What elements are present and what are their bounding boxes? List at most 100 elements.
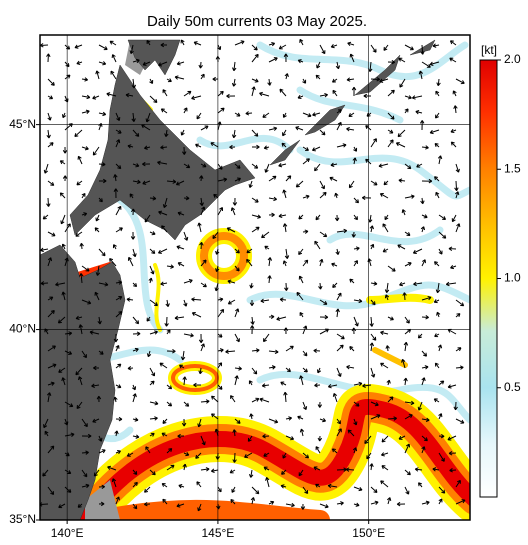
current-arrow <box>433 398 440 403</box>
current-arrow <box>264 163 270 173</box>
current-arrow <box>183 279 193 284</box>
current-arrow <box>370 281 378 286</box>
current-arrow <box>193 41 202 46</box>
current-arrow <box>455 313 461 318</box>
current-arrow <box>251 226 260 233</box>
current-arrow <box>149 78 154 84</box>
current-arrow <box>429 129 440 135</box>
current-arrow <box>64 223 71 233</box>
current-arrow <box>115 363 122 369</box>
current-arrow <box>200 259 207 267</box>
current-arrow <box>98 484 106 490</box>
current-arrow <box>47 142 54 148</box>
current-arrow <box>59 160 66 165</box>
current-arrow <box>347 41 355 46</box>
current-arrow <box>115 227 123 233</box>
current-arrow <box>95 265 101 276</box>
current-arrow <box>353 381 363 387</box>
current-arrow <box>74 129 83 138</box>
current-arrow <box>132 179 141 185</box>
current-arrow <box>81 450 89 455</box>
current-arrow <box>145 446 151 454</box>
current-arrow <box>251 53 259 63</box>
current-arrow <box>113 333 119 343</box>
current-arrow <box>370 299 376 306</box>
current-arrow <box>438 498 443 505</box>
current-arrow <box>251 44 258 51</box>
current-arrow <box>250 497 256 505</box>
current-arrow <box>331 262 338 267</box>
current-arrow <box>348 112 355 117</box>
current-arrow <box>404 316 410 324</box>
current-arrow <box>146 40 151 46</box>
current-arrow <box>282 129 287 137</box>
current-arrow <box>79 242 84 250</box>
current-arrow <box>298 469 304 477</box>
current-arrow <box>362 383 372 388</box>
current-arrow <box>332 282 338 289</box>
lon-tick-label: 140°E <box>51 526 84 540</box>
current-arrow <box>433 299 440 304</box>
current-arrow <box>421 145 429 150</box>
current-arrow <box>418 482 423 488</box>
current-arrow <box>211 395 219 403</box>
current-arrow <box>429 61 440 66</box>
current-arrow <box>213 193 219 199</box>
colorbar-tick-label: 2.0 <box>504 52 521 66</box>
current-arrow <box>285 416 293 421</box>
current-arrow <box>195 452 202 459</box>
current-arrow <box>47 257 53 267</box>
current-arrow <box>352 447 358 454</box>
current-arrow <box>334 192 339 199</box>
current-arrow <box>450 264 457 270</box>
current-arrow <box>191 95 202 100</box>
current-arrow <box>421 377 426 386</box>
current-arrow <box>64 469 72 474</box>
current-arrow <box>453 401 458 411</box>
current-arrow <box>353 246 360 251</box>
current-arrow <box>144 486 151 493</box>
current-arrow <box>387 89 395 97</box>
current-arrow <box>114 430 119 437</box>
current-arrow <box>383 44 389 51</box>
current-arrow <box>387 129 394 134</box>
current-arrow <box>251 486 260 495</box>
current-arrow <box>401 358 406 369</box>
current-arrow <box>412 248 423 254</box>
current-arrow <box>404 400 415 406</box>
colorbar-tick-label: 1.5 <box>504 161 521 175</box>
current-arrow <box>111 54 117 63</box>
current-arrow <box>302 350 308 357</box>
current-arrow <box>315 214 321 221</box>
current-arrow <box>436 78 441 87</box>
current-arrow <box>370 367 376 378</box>
current-arrow <box>132 58 140 64</box>
current-arrow <box>383 180 389 186</box>
current-arrow <box>183 231 189 241</box>
current-arrow <box>59 192 66 199</box>
current-arrow <box>43 163 49 174</box>
current-arrow <box>77 155 83 165</box>
current-arrow <box>89 330 100 335</box>
current-arrow <box>230 395 236 403</box>
current-arrow <box>298 248 304 255</box>
current-arrow <box>437 344 443 352</box>
current-arrow <box>91 383 100 388</box>
current-arrow <box>234 366 242 371</box>
current-arrow <box>353 214 358 221</box>
current-arrow <box>315 483 321 488</box>
current-arrow <box>232 197 238 206</box>
current-arrow <box>160 145 168 150</box>
current-arrow <box>98 61 107 66</box>
current-arrow <box>249 299 255 307</box>
current-arrow <box>370 500 379 505</box>
current-arrow <box>46 392 52 403</box>
current-arrow <box>75 367 83 376</box>
current-arrow <box>331 78 338 83</box>
current-arrow <box>149 469 156 476</box>
current-arrow <box>455 223 461 233</box>
current-arrow <box>225 349 236 354</box>
current-arrow <box>159 362 168 369</box>
current-arrow <box>149 299 158 307</box>
current-arrow <box>234 418 241 424</box>
